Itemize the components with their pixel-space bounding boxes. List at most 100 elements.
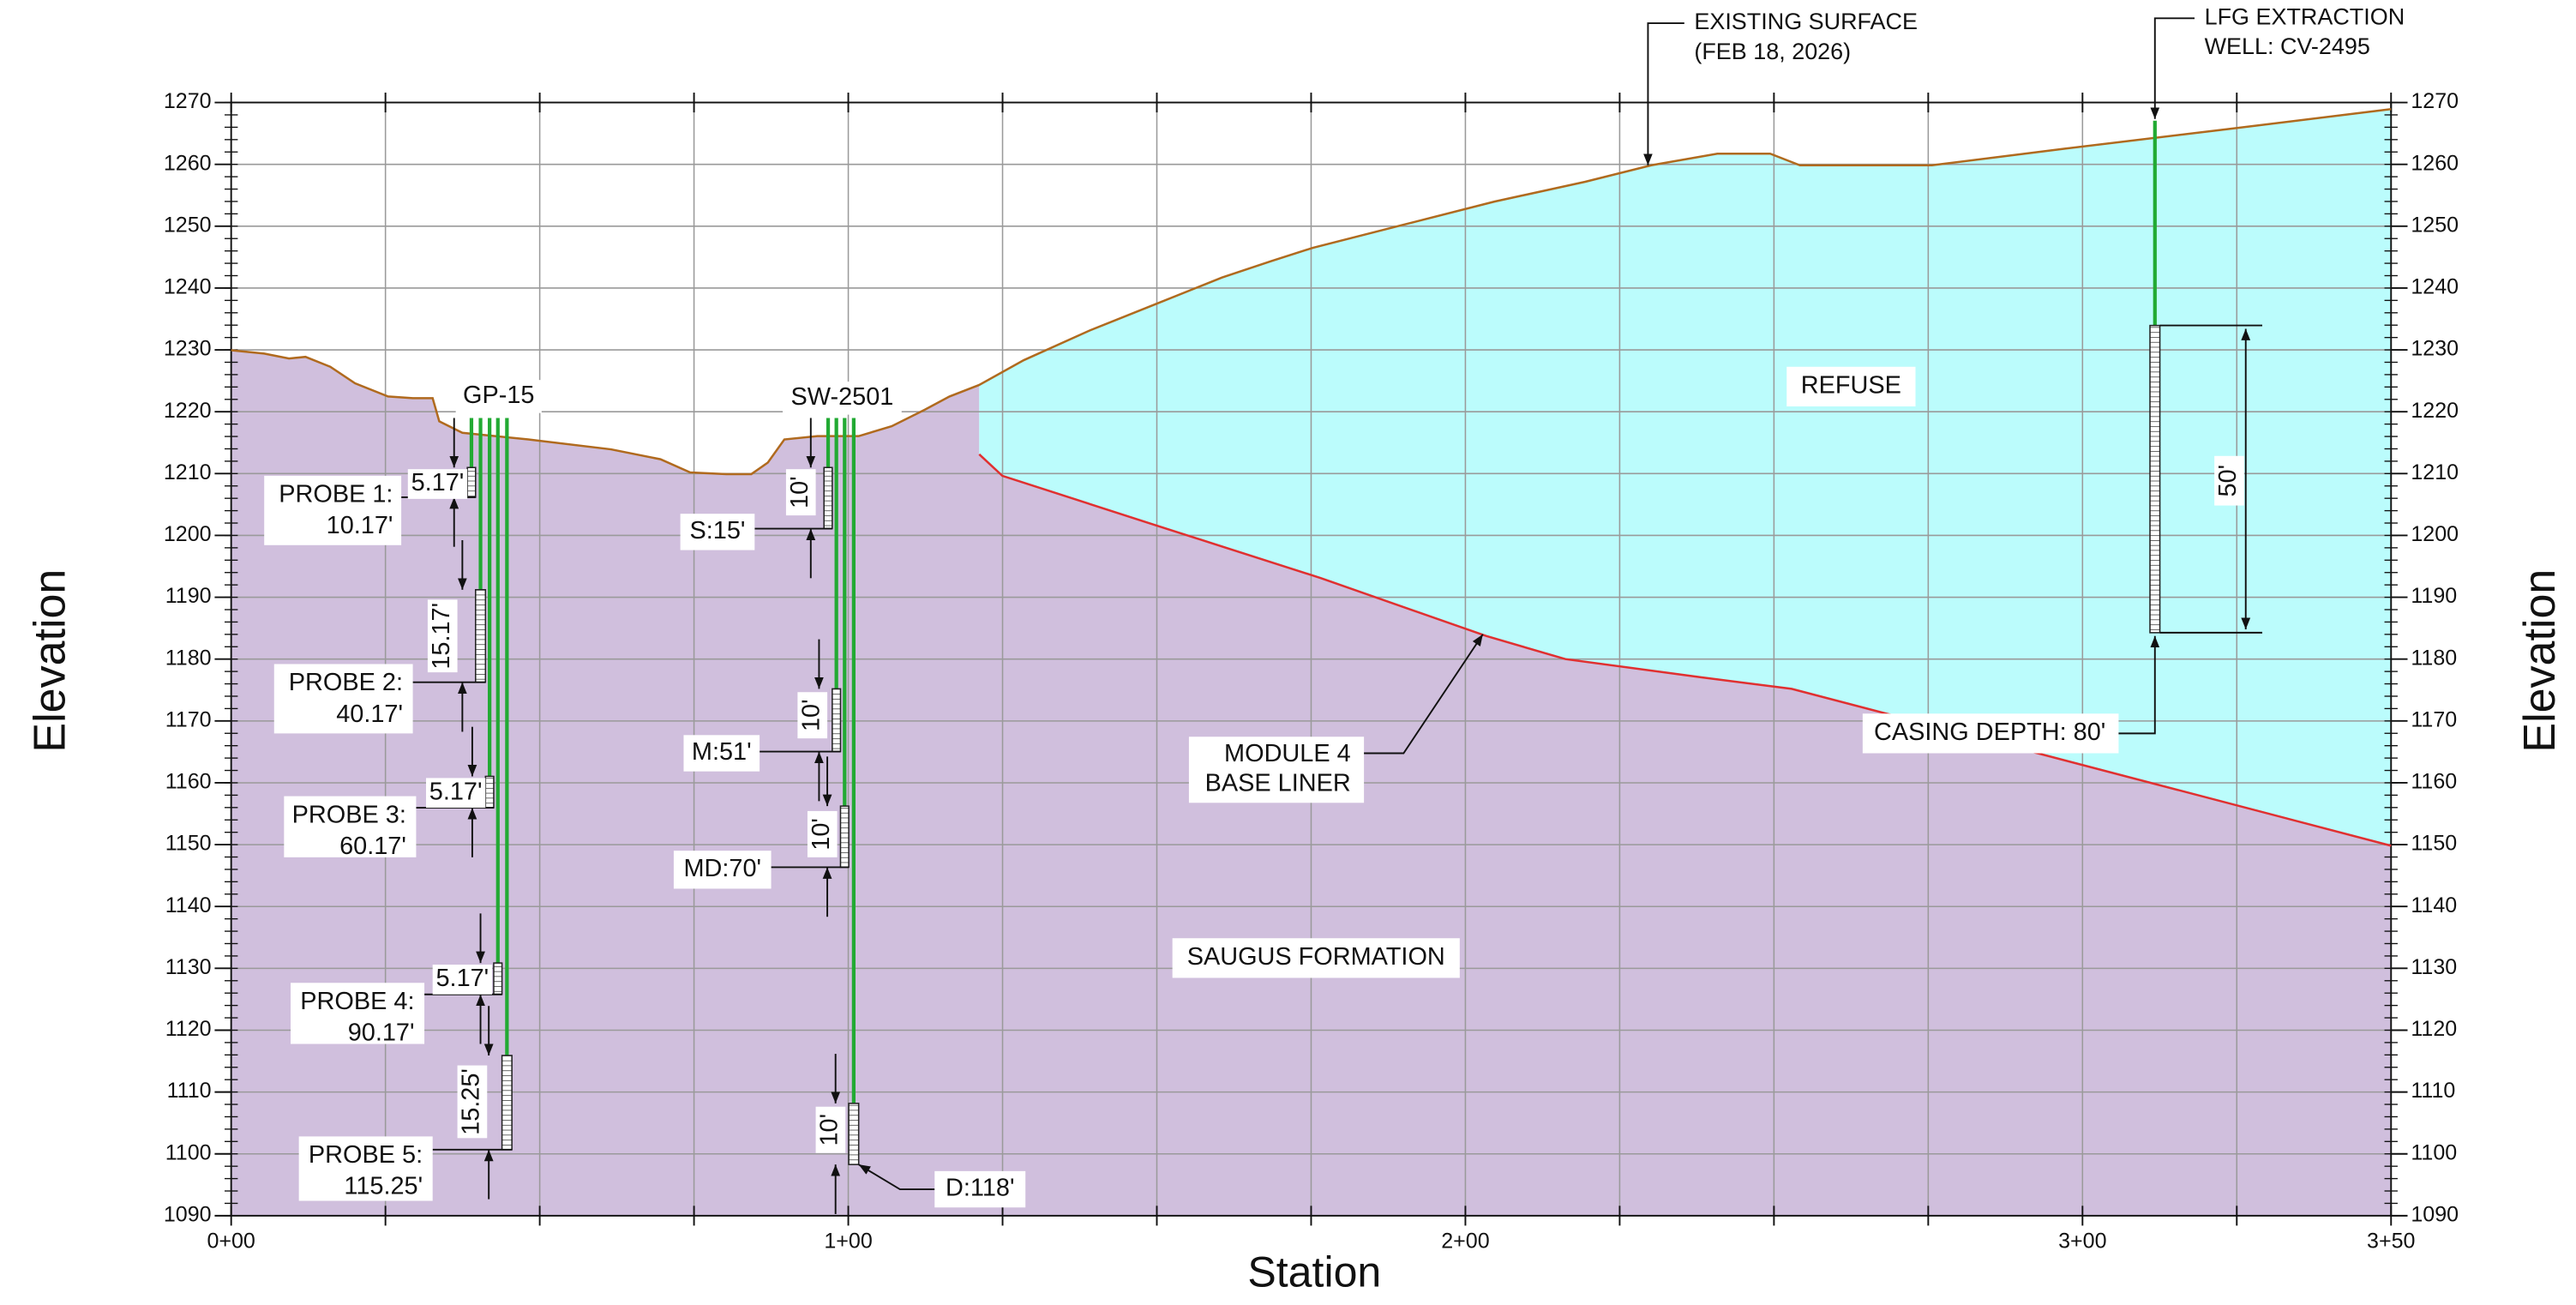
dimension-text: 5.17' [429,778,483,805]
dimension-text: 10' [786,476,814,508]
label-box [673,851,772,889]
callout: MODULE 4 [1224,740,1351,767]
existing-surface [231,108,2392,476]
leader [2118,635,2160,735]
y-tick-label: 1130 [2411,955,2457,979]
probe-label: PROBE 4: [300,988,414,1015]
label-box [425,778,486,809]
probe-label: M:51' [692,738,752,766]
label-box [1172,938,1460,978]
y-tick-label: 1170 [165,707,212,731]
label-box [273,664,413,734]
label-box [427,599,458,673]
label-box [284,796,417,857]
probe-label: 10.17' [327,512,393,539]
dimension-text: 10' [808,818,835,851]
y-tick-label: 1210 [164,460,212,484]
label-box [683,735,760,772]
callout: LFG EXTRACTION [2205,3,2405,29]
y-tick-label: 1150 [165,832,212,856]
leader [2150,17,2195,119]
y-tick-label: 1190 [2411,584,2457,608]
callout: BASE LINER [1205,770,1351,797]
y-tick-label: 1220 [164,399,212,423]
dimension-text: 5.17' [411,469,465,496]
zone-label: REFUSE [1801,371,1901,399]
well-screen [466,466,477,498]
refuse [979,109,2392,846]
dimension-text: 10' [797,699,825,731]
label-box [298,1136,433,1201]
y-tick-label: 1270 [164,89,212,113]
y-tick-label: 1250 [164,213,212,237]
probe-set-name: GP-15 [463,382,534,409]
dimension-text: 15.17' [428,603,455,670]
y-tick-label: 1100 [2411,1140,2457,1164]
probe-label: S:15' [690,517,746,544]
probe-label: 60.17' [339,833,406,860]
y-tick-label: 1240 [2411,275,2459,299]
probe-label: 90.17' [348,1019,415,1047]
probe-label: 40.17' [336,701,403,728]
probe-label: PROBE 3: [292,801,406,828]
y-tick-label: 1230 [2411,337,2459,361]
label-box [785,469,816,516]
y-tick-label: 1110 [2411,1079,2455,1103]
axis-title: Elevation [25,569,75,753]
label-box [291,983,425,1044]
x-tick-label: 3+50 [2367,1229,2415,1253]
label-box [1188,737,1365,803]
label-box [807,810,838,857]
dimension-text: 15.25' [458,1068,485,1135]
x-tick-label: 3+00 [2058,1229,2106,1253]
label-box [407,469,468,499]
label-box [2214,455,2244,506]
label-box [1786,366,1916,406]
y-tick-label: 1210 [2411,460,2459,484]
label-box [432,965,493,995]
label-box [1862,713,2119,754]
leader [1364,634,1484,755]
y-tick-label: 1240 [164,275,212,299]
well-screen [823,466,833,530]
well-screen [2149,324,2161,634]
well-screen [839,805,850,869]
callout: WELL: CV-2495 [2205,33,2370,59]
label-box [264,475,402,545]
y-tick-label: 1150 [2411,832,2457,856]
y-tick-label: 1160 [2411,770,2457,794]
y-tick-label: 1140 [165,893,212,917]
y-tick-label: 1250 [2411,213,2459,237]
y-tick-label: 1200 [164,522,212,546]
y-tick-label: 1220 [2411,399,2459,423]
y-tick-label: 1160 [165,770,212,794]
probe-set-name: SW-2501 [790,383,893,411]
y-tick-label: 1180 [165,646,212,670]
leader [1643,22,1684,165]
probe-label: 115.25' [344,1173,423,1200]
well-screen [501,1055,513,1151]
plot-frame [230,101,2393,1217]
zone-label: SAUGUS FORMATION [1187,943,1445,971]
y-tick-label: 1170 [2411,707,2457,731]
callout: EXISTING SURFACE [1694,9,1918,34]
probe-label: PROBE 5: [309,1141,423,1169]
well-screen [484,775,495,809]
x-tick-label: 2+00 [1441,1229,1489,1253]
label-box [797,692,828,739]
leader [858,1164,935,1191]
dimension-text: 5.17' [435,965,489,992]
axis-title: Elevation [2515,569,2565,753]
label-box [815,1106,846,1153]
well-screen [493,962,503,995]
label-box [783,382,902,415]
callout: CASING DEPTH: 80' [1874,719,2105,746]
axis-title: Station [1247,1248,1381,1296]
y-tick-label: 1140 [2411,893,2457,917]
well-screen [474,589,487,683]
y-tick-label: 1190 [165,584,212,608]
y-tick-label: 1200 [2411,522,2459,546]
label-box [455,380,542,413]
y-tick-label: 1110 [167,1079,212,1103]
y-tick-label: 1270 [2411,89,2459,113]
